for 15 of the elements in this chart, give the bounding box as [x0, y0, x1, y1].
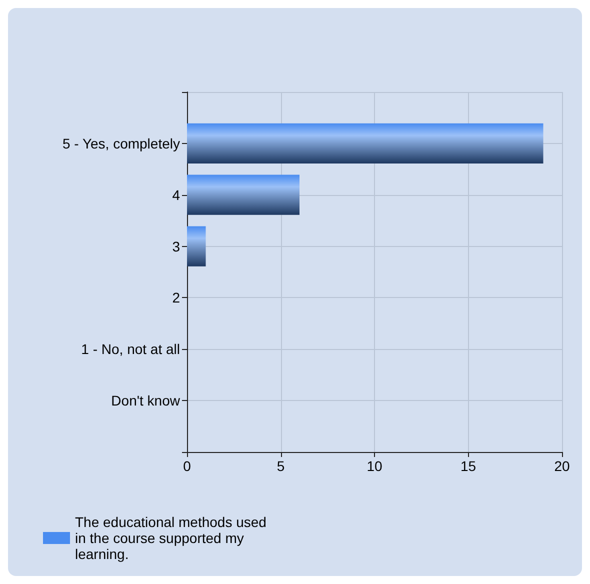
bar [187, 226, 206, 266]
y-tick-label: 3 [172, 238, 180, 254]
x-tick-label: 15 [460, 458, 476, 474]
y-tick-label: Don't know [111, 392, 181, 409]
y-tick-label: 1 - No, not at all [81, 341, 180, 358]
legend-label: The educational methods used in the course supported my learning. [75, 514, 270, 562]
y-tick-label: 2 [172, 290, 180, 306]
y-tick-label: 5 - Yes, completely [62, 135, 180, 152]
bar [187, 123, 544, 164]
bar [187, 174, 300, 215]
x-tick-label: 20 [554, 458, 570, 474]
x-tick-label: 5 [276, 458, 285, 474]
y-tick-label: 4 [172, 186, 180, 203]
x-tick-label: 10 [366, 458, 382, 474]
x-tick-label: 0 [183, 458, 192, 474]
